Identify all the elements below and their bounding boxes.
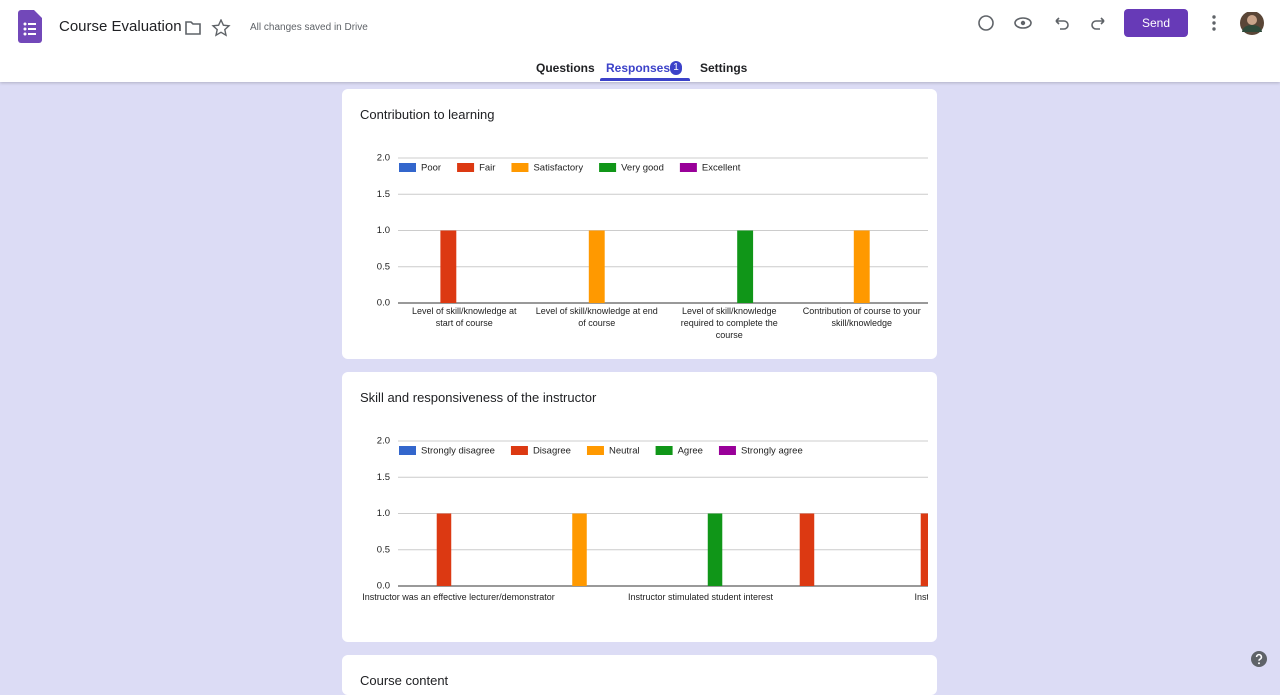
x-tick-label: Level of skill/knowledge required to com… bbox=[680, 306, 778, 340]
bar bbox=[853, 230, 870, 303]
bar bbox=[737, 230, 754, 303]
bar bbox=[436, 513, 452, 586]
top-bar: Course Evaluation All changes saved in D… bbox=[0, 0, 1280, 82]
chart-card: Contribution to learning 0.0 0.5 1.0 1.5 2.0 P… bbox=[342, 89, 937, 359]
y-tick-label: 0.0 bbox=[377, 298, 390, 309]
chart-title: Skill and responsiveness of the instruct… bbox=[360, 390, 597, 405]
legend-swatch bbox=[511, 163, 529, 172]
legend-label: Poor bbox=[421, 163, 441, 174]
y-tick-label: 1.0 bbox=[377, 225, 390, 236]
x-tick-label: Contribution of course to your skill/kno… bbox=[802, 306, 921, 328]
legend-label: Fair bbox=[479, 163, 495, 174]
chart: 0.0 0.5 1.0 1.5 2.0 Strongly disagree Disagree… bbox=[377, 436, 928, 592]
legend-label: Strongly disagree bbox=[421, 446, 495, 457]
legend-swatch bbox=[399, 446, 416, 455]
plot bbox=[436, 513, 928, 586]
chart-title: Contribution to learning bbox=[360, 107, 495, 122]
help-icon[interactable] bbox=[1251, 651, 1267, 667]
y-tick-label: 2.0 bbox=[377, 436, 390, 447]
active-tab-indicator bbox=[600, 78, 690, 81]
y-tick-label: 0.5 bbox=[377, 261, 390, 272]
x-labels: Level of skill/knowledge at start of cou… bbox=[342, 89, 928, 359]
legend-label: Agree bbox=[678, 446, 703, 457]
x-tick-label: Instructor was bbox=[914, 592, 928, 602]
legend-label: Very good bbox=[621, 163, 664, 174]
save-status: All changes saved in Drive bbox=[250, 22, 368, 33]
tab[interactable]: Settings bbox=[700, 61, 748, 75]
legend-label: Neutral bbox=[609, 446, 640, 457]
x-tick-label: Level of skill/knowledge at start of cou… bbox=[411, 306, 517, 328]
x-tick-label: Level of skill/knowledge at end of cours… bbox=[535, 306, 658, 328]
legend-swatch bbox=[718, 446, 736, 455]
section-title: Course content bbox=[360, 673, 449, 688]
bar bbox=[920, 513, 928, 586]
bar bbox=[440, 230, 457, 303]
response-count: 1 bbox=[670, 61, 682, 75]
chart: 0.0 0.5 1.0 1.5 2.0 Poor Fair Satisfactory Very … bbox=[377, 153, 928, 309]
y-tick-label: 1.0 bbox=[377, 508, 390, 519]
bar bbox=[799, 513, 815, 586]
form-title: Course Evaluation bbox=[59, 18, 182, 35]
bar bbox=[588, 230, 605, 303]
forms-logo bbox=[18, 10, 42, 43]
y-tick-label: 0.0 bbox=[377, 581, 390, 592]
bar bbox=[572, 513, 587, 586]
title-icons bbox=[185, 19, 231, 37]
legend-swatch bbox=[457, 163, 475, 172]
x-tick-label: Instructor stimulated student interest bbox=[627, 592, 774, 602]
legend-swatch bbox=[399, 163, 416, 172]
x-labels: Instructor was an effective lecturer/dem… bbox=[342, 372, 928, 642]
menu-and-avatar[interactable] bbox=[1208, 12, 1268, 38]
legend-label: Satisfactory bbox=[533, 163, 583, 174]
legend-swatch bbox=[510, 446, 528, 455]
chart-card: Skill and responsiveness of the instruct… bbox=[342, 372, 937, 642]
legend-label: Excellent bbox=[702, 163, 741, 174]
legend-swatch bbox=[586, 446, 604, 455]
plot bbox=[440, 230, 870, 303]
legend-swatch bbox=[655, 446, 673, 455]
legend-swatch bbox=[599, 163, 617, 172]
toolbar-icons[interactable] bbox=[976, 13, 1111, 35]
tab[interactable]: Questions bbox=[536, 61, 595, 75]
bar bbox=[707, 513, 723, 586]
section-card: Course content bbox=[342, 655, 937, 695]
x-tick-label: Instructor was an effective lecturer/dem… bbox=[362, 592, 555, 602]
tab[interactable]: Responses bbox=[606, 61, 671, 75]
legend-swatch bbox=[679, 163, 697, 172]
y-tick-label: 0.5 bbox=[377, 544, 390, 555]
y-tick-label: 2.0 bbox=[377, 153, 390, 164]
legend-label: Strongly agree bbox=[741, 446, 803, 457]
legend-label: Disagree bbox=[533, 446, 571, 457]
y-tick-label: 1.5 bbox=[377, 189, 390, 200]
y-tick-label: 1.5 bbox=[377, 472, 390, 483]
send-button[interactable]: Send bbox=[1124, 9, 1188, 37]
